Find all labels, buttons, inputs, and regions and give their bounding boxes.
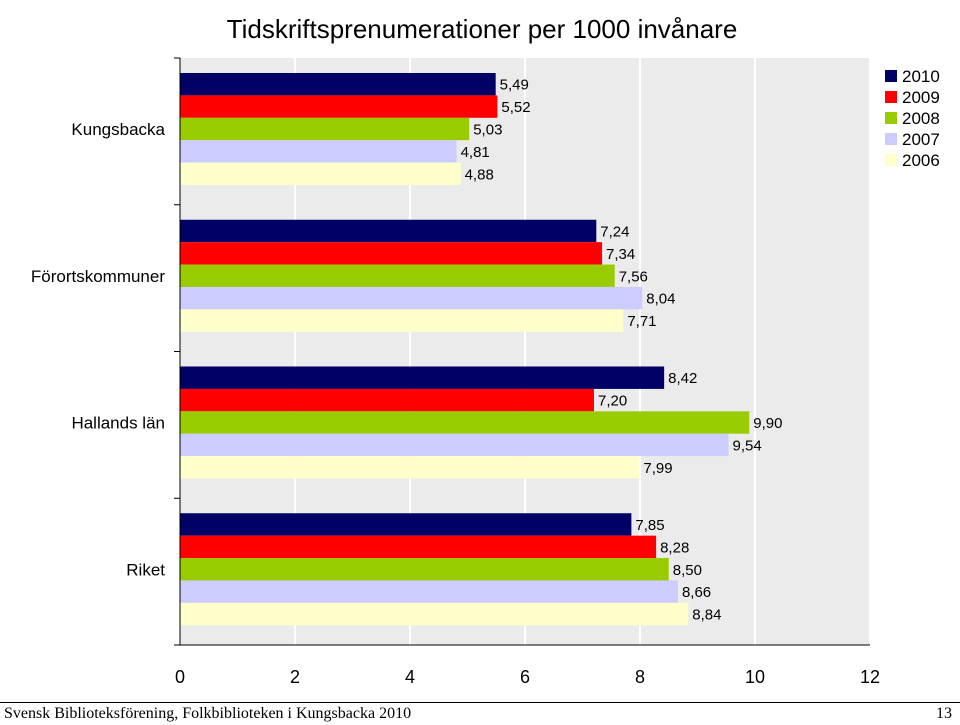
bar-f-rortskommuner-2007	[180, 286, 643, 310]
bar-riket-2010	[180, 513, 632, 536]
data-label: 5,52	[501, 99, 530, 116]
category-label: Kungsbacka	[71, 120, 165, 139]
bar-riket-2009	[180, 535, 657, 559]
page-number: 13	[936, 705, 952, 722]
x-tick-label: 0	[175, 667, 185, 687]
data-label: 7,85	[635, 517, 664, 534]
bar-riket-2008	[180, 558, 669, 581]
bar-f-rortskommuner-2010	[180, 219, 597, 243]
data-label: 8,28	[660, 539, 689, 556]
data-label: 5,03	[473, 122, 502, 139]
legend-swatch-2007	[885, 133, 897, 145]
category-label: Riket	[126, 560, 165, 579]
x-tick-label: 10	[745, 667, 765, 687]
data-label: 4,81	[461, 144, 490, 161]
chart-title: Tidskriftsprenumerationer per 1000 invån…	[227, 14, 738, 44]
data-label: 8,84	[692, 607, 721, 624]
data-label: 5,49	[500, 77, 529, 94]
data-label: 9,90	[753, 415, 782, 432]
data-label: 7,20	[598, 393, 627, 410]
bar-riket-2007	[180, 580, 678, 603]
data-label: 9,54	[733, 437, 762, 454]
labels: 5,49 5,52 5,03 4,81 4,88 Kungsbacka 7,24 7,34 7,…	[31, 77, 783, 624]
bar-kungsbacka-2006	[180, 162, 461, 185]
data-label: 7,24	[600, 223, 629, 240]
bar-hallands-l-n-2006	[180, 456, 640, 479]
legend-label: 2010	[902, 67, 940, 86]
footer-divider	[0, 702, 960, 703]
bar-hallands-l-n-2008	[180, 411, 750, 434]
data-label: 4,88	[465, 166, 494, 183]
bar-hallands-l-n-2010	[180, 366, 665, 389]
bar-kungsbacka-2008	[180, 117, 470, 141]
legend-label: 2009	[902, 88, 940, 107]
data-label: 7,71	[627, 313, 656, 330]
bar-f-rortskommuner-2008	[180, 264, 615, 287]
axes: 0 2 4 6 8 10 12	[174, 57, 880, 687]
bars	[180, 73, 750, 626]
data-label: 7,99	[643, 460, 672, 477]
data-label: 8,42	[668, 370, 697, 387]
bar-riket-2006	[180, 602, 689, 626]
x-tick-label: 6	[520, 667, 530, 687]
category-label: Hallands län	[71, 414, 165, 433]
data-label: 8,66	[682, 584, 711, 601]
data-label: 8,04	[646, 291, 675, 308]
bar-f-rortskommuner-2009	[180, 242, 603, 265]
bar-kungsbacka-2009	[180, 95, 498, 118]
bar-kungsbacka-2007	[180, 140, 457, 163]
x-tick-label: 4	[405, 667, 415, 687]
legend-label: 2007	[902, 130, 940, 149]
legend-label: 2008	[902, 109, 940, 128]
data-label: 7,34	[606, 246, 635, 263]
legend-swatch-2010	[885, 70, 897, 82]
category-label: Förortskommuner	[31, 267, 165, 286]
legend: 2010 2009 2008 2007 2006	[885, 67, 940, 170]
legend-label: 2006	[902, 151, 940, 170]
x-tick-label: 12	[860, 667, 880, 687]
x-tick-label: 8	[635, 667, 645, 687]
bar-hallands-l-n-2007	[180, 433, 729, 457]
bar-kungsbacka-2010	[180, 73, 496, 96]
footer-text: Svensk Biblioteksförening, Folkbibliotek…	[4, 705, 412, 722]
legend-swatch-2008	[885, 112, 897, 124]
legend-swatch-2006	[885, 154, 897, 166]
x-tick-label: 2	[290, 667, 300, 687]
bar-f-rortskommuner-2006	[180, 309, 624, 332]
bar-hallands-l-n-2009	[180, 388, 594, 412]
data-label: 7,56	[619, 268, 648, 285]
bar-chart: 0 2 4 6 8 10 12 5,49 5,52 5,03 4,81 4,88 Kungsbacka…	[31, 14, 940, 687]
data-label: 8,50	[673, 562, 702, 579]
legend-swatch-2009	[885, 91, 897, 103]
